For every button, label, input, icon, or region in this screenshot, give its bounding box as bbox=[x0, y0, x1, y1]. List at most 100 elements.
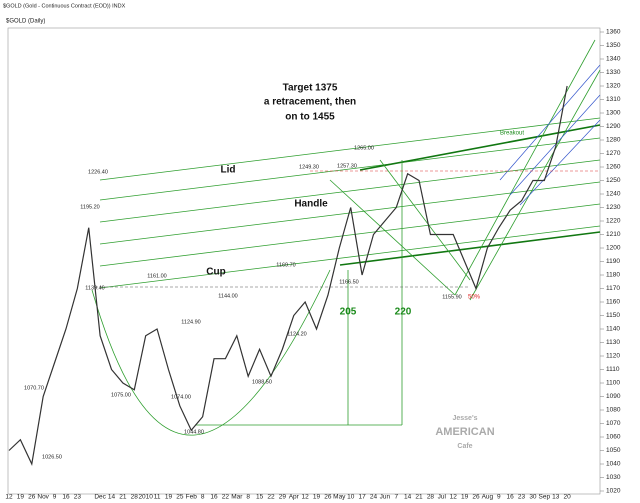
y-tick-label: 1080 bbox=[606, 407, 621, 414]
y-tick-label: 1210 bbox=[606, 231, 621, 238]
price-label: 1044.80 bbox=[184, 429, 204, 435]
price-label: 1161.00 bbox=[147, 273, 166, 279]
x-tick-label: Jul bbox=[438, 494, 447, 501]
y-tick-label: 1280 bbox=[606, 137, 621, 144]
annotation: 205 bbox=[340, 307, 357, 318]
x-tick-label: Mar bbox=[231, 494, 243, 501]
price-label: 1070.70 bbox=[24, 385, 44, 391]
annotation: Lid bbox=[221, 165, 236, 176]
price-label: 1075.00 bbox=[111, 392, 131, 398]
price-label: 1195.20 bbox=[80, 204, 99, 210]
y-tick-label: 1090 bbox=[606, 393, 621, 400]
y-tick-label: 1130 bbox=[606, 339, 620, 346]
x-tick-label: 29 bbox=[279, 494, 287, 501]
price-label: 1155.90 bbox=[442, 294, 461, 300]
x-tick-label: 12 bbox=[450, 494, 458, 501]
annotation: 220 bbox=[395, 307, 412, 318]
x-tick-label: 16 bbox=[62, 494, 70, 501]
plot-frame bbox=[7, 27, 601, 495]
price-label: 1249.30 bbox=[299, 164, 319, 170]
x-tick-label: 10 bbox=[347, 494, 355, 501]
y-tick-label: 1050 bbox=[606, 447, 621, 454]
y-tick-label: 1030 bbox=[606, 474, 621, 481]
x-tick-label: May bbox=[333, 494, 346, 501]
x-tick-label: 19 bbox=[461, 494, 469, 501]
x-tick-label: 22 bbox=[267, 494, 275, 501]
annotation: 50% bbox=[468, 295, 481, 301]
y-tick-label: 1170 bbox=[606, 285, 620, 292]
y-tick-label: 1220 bbox=[606, 218, 621, 225]
y-tick-label: 1200 bbox=[606, 245, 621, 252]
y-tick-label: 1150 bbox=[606, 312, 620, 319]
x-tick-label: 21 bbox=[119, 494, 127, 501]
y-tick-label: 1110 bbox=[606, 366, 620, 373]
x-tick-label: 2010 bbox=[138, 494, 153, 501]
annotation: Breakout bbox=[500, 131, 524, 137]
x-tick-label: 24 bbox=[370, 494, 378, 501]
y-tick-label: 1070 bbox=[606, 420, 621, 427]
price-label: 1124.20 bbox=[287, 331, 306, 337]
y-tick-label: 1310 bbox=[606, 96, 621, 103]
chart-subtitle: $GOLD (Daily) bbox=[6, 19, 45, 25]
x-tick-label: 26 bbox=[324, 494, 332, 501]
annotation: Handle bbox=[294, 199, 328, 210]
x-tick-label: 26 bbox=[28, 494, 36, 501]
x-tick-label: 14 bbox=[404, 494, 412, 501]
x-tick-label: 26 bbox=[472, 494, 480, 501]
y-tick-label: 1060 bbox=[606, 434, 621, 441]
trend-lines bbox=[91, 39, 601, 436]
y-tick-label: 1040 bbox=[606, 461, 621, 468]
x-tick-label: 19 bbox=[17, 494, 25, 501]
price-line bbox=[8, 85, 568, 466]
y-tick-label: 1320 bbox=[606, 83, 621, 90]
y-tick-label: 1180 bbox=[606, 272, 620, 279]
price-label: 1169.70 bbox=[276, 262, 295, 268]
chart-title: $GOLD (Gold - Continuous Contract (EOD))… bbox=[3, 3, 126, 9]
price-label: 1026.50 bbox=[42, 454, 62, 460]
x-tick-label: 7 bbox=[394, 494, 398, 501]
y-tick-label: 1250 bbox=[606, 177, 621, 184]
y-tick-label: 1020 bbox=[606, 488, 621, 495]
x-tick-label: 15 bbox=[256, 494, 264, 501]
x-tick-label: 16 bbox=[210, 494, 218, 501]
x-tick-label: 9 bbox=[497, 494, 501, 501]
x-tick-label: 16 bbox=[507, 494, 515, 501]
x-tick-label: Nov bbox=[37, 494, 49, 501]
price-label: 1166.50 bbox=[339, 279, 358, 285]
x-tick-label: Apr bbox=[289, 494, 300, 501]
y-tick-label: 1260 bbox=[606, 164, 621, 171]
x-tick-label: 13 bbox=[552, 494, 560, 501]
x-tick-label: Feb bbox=[186, 494, 198, 501]
x-tick-label: 23 bbox=[74, 494, 82, 501]
y-tick-label: 1190 bbox=[606, 258, 620, 265]
y-tick-label: 1300 bbox=[606, 110, 621, 117]
x-tick-label: 8 bbox=[246, 494, 250, 501]
watermark: AMERICAN bbox=[435, 426, 494, 438]
x-tick-label: 19 bbox=[313, 494, 321, 501]
y-tick-label: 1350 bbox=[606, 42, 621, 49]
price-label: 1265.00 bbox=[354, 145, 374, 151]
price-label: 1124.90 bbox=[181, 319, 200, 325]
x-tick-label: 12 bbox=[302, 494, 310, 501]
x-tick-label: 28 bbox=[427, 494, 435, 501]
x-tick-label: 25 bbox=[176, 494, 184, 501]
x-tick-label: 11 bbox=[154, 494, 161, 501]
x-tick-label: Dec bbox=[94, 494, 106, 501]
x-tick-label: 28 bbox=[131, 494, 139, 501]
y-tick-label: 1240 bbox=[606, 191, 621, 198]
x-tick-label: 21 bbox=[415, 494, 423, 501]
y-tick-label: 1120 bbox=[606, 353, 620, 360]
price-label: 1139.40 bbox=[85, 285, 104, 291]
x-tick-label: 22 bbox=[222, 494, 230, 501]
x-tick-label: 8 bbox=[201, 494, 205, 501]
y-tick-label: 1230 bbox=[606, 204, 621, 211]
annotation: a retracement, then bbox=[264, 97, 356, 108]
y-tick-label: 1290 bbox=[606, 123, 621, 130]
price-label: 1144.00 bbox=[218, 293, 237, 299]
x-tick-label: 23 bbox=[518, 494, 526, 501]
price-label: 1257.30 bbox=[337, 163, 357, 169]
watermark: Cafe bbox=[457, 443, 472, 450]
x-tick-label: Aug bbox=[482, 494, 494, 501]
price-label: 1226.40 bbox=[88, 169, 108, 175]
